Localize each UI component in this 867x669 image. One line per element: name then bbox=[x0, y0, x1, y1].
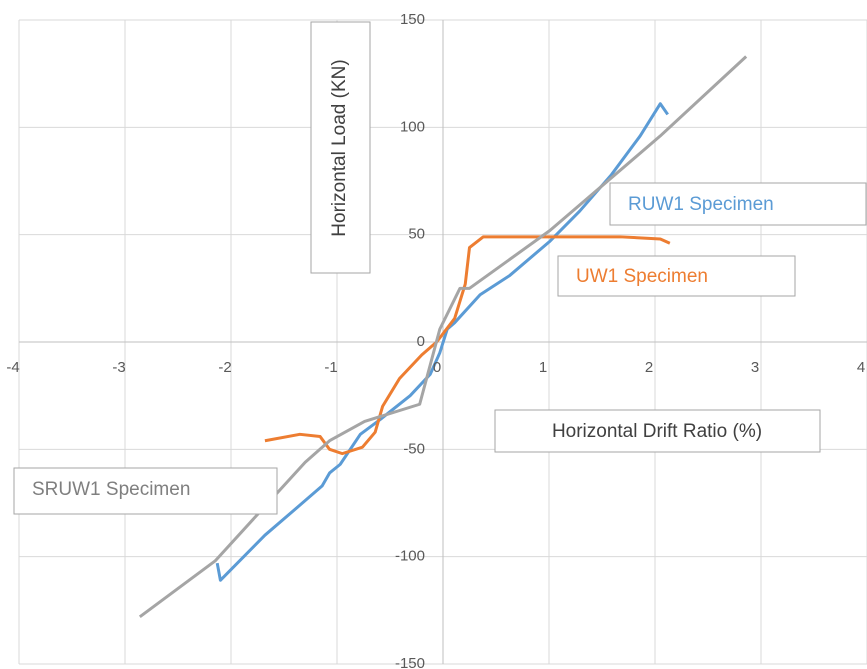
annotation-box bbox=[310, 21, 371, 274]
legend-box: UW1 Specimen bbox=[557, 255, 796, 297]
x-tick-label: -4 bbox=[6, 359, 19, 376]
legend-box: SRUW1 Specimen bbox=[13, 467, 278, 515]
ticks: -4 -3 -2 -1 0 1 2 3 4 -150 -100 -50 0 50 100 150 bbox=[6, 11, 865, 669]
x-axis-title-box: Horizontal Drift Ratio (%) bbox=[494, 409, 821, 453]
legend-box: RUW1 Specimen bbox=[609, 182, 867, 226]
x-tick-label: -1 bbox=[324, 359, 337, 376]
legend-label: UW1 Specimen bbox=[576, 266, 708, 287]
annotation-box bbox=[609, 182, 867, 226]
y-tick-label: -150 bbox=[395, 655, 425, 669]
x-tick-label: 3 bbox=[751, 359, 759, 376]
legend-label: RUW1 Specimen bbox=[628, 194, 774, 215]
annotation-box bbox=[557, 255, 796, 297]
y-tick-label: 100 bbox=[400, 118, 425, 135]
annotation-box bbox=[494, 409, 821, 453]
x-tick-label: 1 bbox=[539, 359, 547, 376]
y-tick-label: -100 bbox=[395, 548, 425, 565]
y-axis-title: Horizontal Load (KN) bbox=[329, 59, 350, 236]
y-tick-label: 150 bbox=[400, 11, 425, 28]
y-tick-label: 50 bbox=[408, 226, 425, 243]
lines bbox=[138, 55, 748, 618]
annotation-box bbox=[13, 467, 278, 515]
x-tick-label: 2 bbox=[645, 359, 653, 376]
series-line bbox=[138, 55, 748, 618]
y-tick-label: -50 bbox=[403, 440, 425, 457]
x-axis-title: Horizontal Drift Ratio (%) bbox=[552, 421, 762, 442]
x-tick-label: -2 bbox=[218, 359, 231, 376]
y-axis-title-box: Horizontal Load (KN) bbox=[310, 21, 371, 274]
y-tick-label: 0 bbox=[417, 333, 425, 350]
x-tick-label: 4 bbox=[857, 359, 865, 376]
x-tick-label: 0 bbox=[433, 359, 441, 376]
x-tick-label: -3 bbox=[112, 359, 125, 376]
legend-label: SRUW1 Specimen bbox=[32, 479, 190, 500]
series-line bbox=[264, 235, 671, 456]
